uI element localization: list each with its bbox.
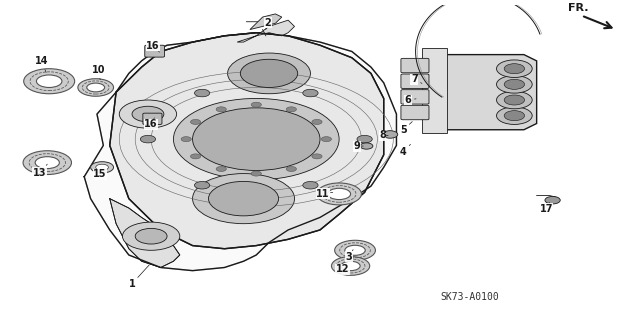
Circle shape: [193, 174, 294, 224]
Text: 12: 12: [335, 264, 349, 274]
Circle shape: [91, 162, 113, 173]
FancyBboxPatch shape: [401, 105, 429, 120]
Circle shape: [545, 197, 560, 204]
Text: 9: 9: [353, 141, 364, 151]
Circle shape: [216, 167, 227, 172]
Circle shape: [321, 137, 332, 142]
Circle shape: [345, 245, 365, 255]
Circle shape: [96, 164, 108, 170]
Circle shape: [357, 135, 372, 143]
Circle shape: [286, 167, 296, 172]
Polygon shape: [422, 48, 447, 133]
Text: 16: 16: [145, 118, 158, 129]
Circle shape: [132, 106, 164, 122]
Circle shape: [193, 108, 320, 170]
Circle shape: [195, 182, 210, 189]
Polygon shape: [250, 14, 282, 30]
Circle shape: [216, 107, 227, 112]
Circle shape: [504, 64, 525, 74]
Circle shape: [497, 91, 532, 109]
Polygon shape: [109, 33, 384, 249]
Circle shape: [191, 119, 201, 124]
Circle shape: [228, 53, 310, 94]
FancyBboxPatch shape: [145, 45, 164, 57]
Circle shape: [317, 183, 362, 205]
Circle shape: [328, 188, 351, 200]
Circle shape: [383, 131, 397, 138]
Text: 11: 11: [316, 189, 333, 199]
Circle shape: [251, 171, 261, 176]
Circle shape: [87, 83, 104, 92]
Polygon shape: [109, 199, 180, 268]
FancyBboxPatch shape: [401, 58, 429, 73]
Circle shape: [251, 102, 261, 107]
Circle shape: [341, 261, 360, 271]
Circle shape: [35, 157, 60, 168]
Circle shape: [497, 107, 532, 124]
Text: 10: 10: [92, 65, 105, 80]
FancyBboxPatch shape: [401, 74, 429, 88]
Circle shape: [360, 143, 373, 149]
Circle shape: [504, 95, 525, 105]
Circle shape: [36, 75, 62, 87]
Circle shape: [181, 137, 191, 142]
Text: SK73-A0100: SK73-A0100: [440, 292, 499, 302]
Text: 8: 8: [379, 130, 388, 140]
Text: 1: 1: [129, 265, 149, 289]
Text: 15: 15: [93, 169, 107, 179]
Circle shape: [312, 119, 322, 124]
Polygon shape: [84, 33, 396, 271]
Circle shape: [195, 89, 210, 97]
Polygon shape: [237, 20, 294, 42]
Circle shape: [23, 151, 72, 174]
Circle shape: [332, 256, 370, 275]
FancyBboxPatch shape: [401, 90, 429, 104]
Circle shape: [209, 182, 278, 216]
Polygon shape: [435, 55, 537, 130]
Circle shape: [140, 135, 156, 143]
Circle shape: [303, 182, 318, 189]
Text: 2: 2: [264, 18, 271, 30]
Text: 5: 5: [400, 122, 412, 135]
FancyBboxPatch shape: [143, 113, 162, 124]
Circle shape: [497, 76, 532, 93]
Text: 6: 6: [404, 95, 416, 105]
Text: 4: 4: [400, 144, 410, 157]
Circle shape: [286, 107, 296, 112]
Circle shape: [173, 99, 339, 180]
Circle shape: [135, 228, 167, 244]
Circle shape: [303, 89, 318, 97]
Circle shape: [78, 79, 113, 96]
Text: 16: 16: [147, 41, 160, 52]
Circle shape: [335, 240, 376, 260]
Text: 17: 17: [540, 202, 553, 214]
Text: 13: 13: [33, 164, 47, 178]
Circle shape: [504, 111, 525, 121]
Text: 14: 14: [35, 56, 48, 72]
Circle shape: [122, 222, 180, 250]
Text: 3: 3: [346, 250, 353, 262]
Circle shape: [241, 59, 298, 87]
Text: 7: 7: [411, 74, 422, 84]
Text: FR.: FR.: [568, 3, 588, 13]
Circle shape: [191, 154, 201, 159]
Circle shape: [497, 60, 532, 78]
Circle shape: [24, 69, 75, 94]
Circle shape: [504, 79, 525, 89]
Circle shape: [119, 100, 177, 128]
Circle shape: [312, 154, 322, 159]
